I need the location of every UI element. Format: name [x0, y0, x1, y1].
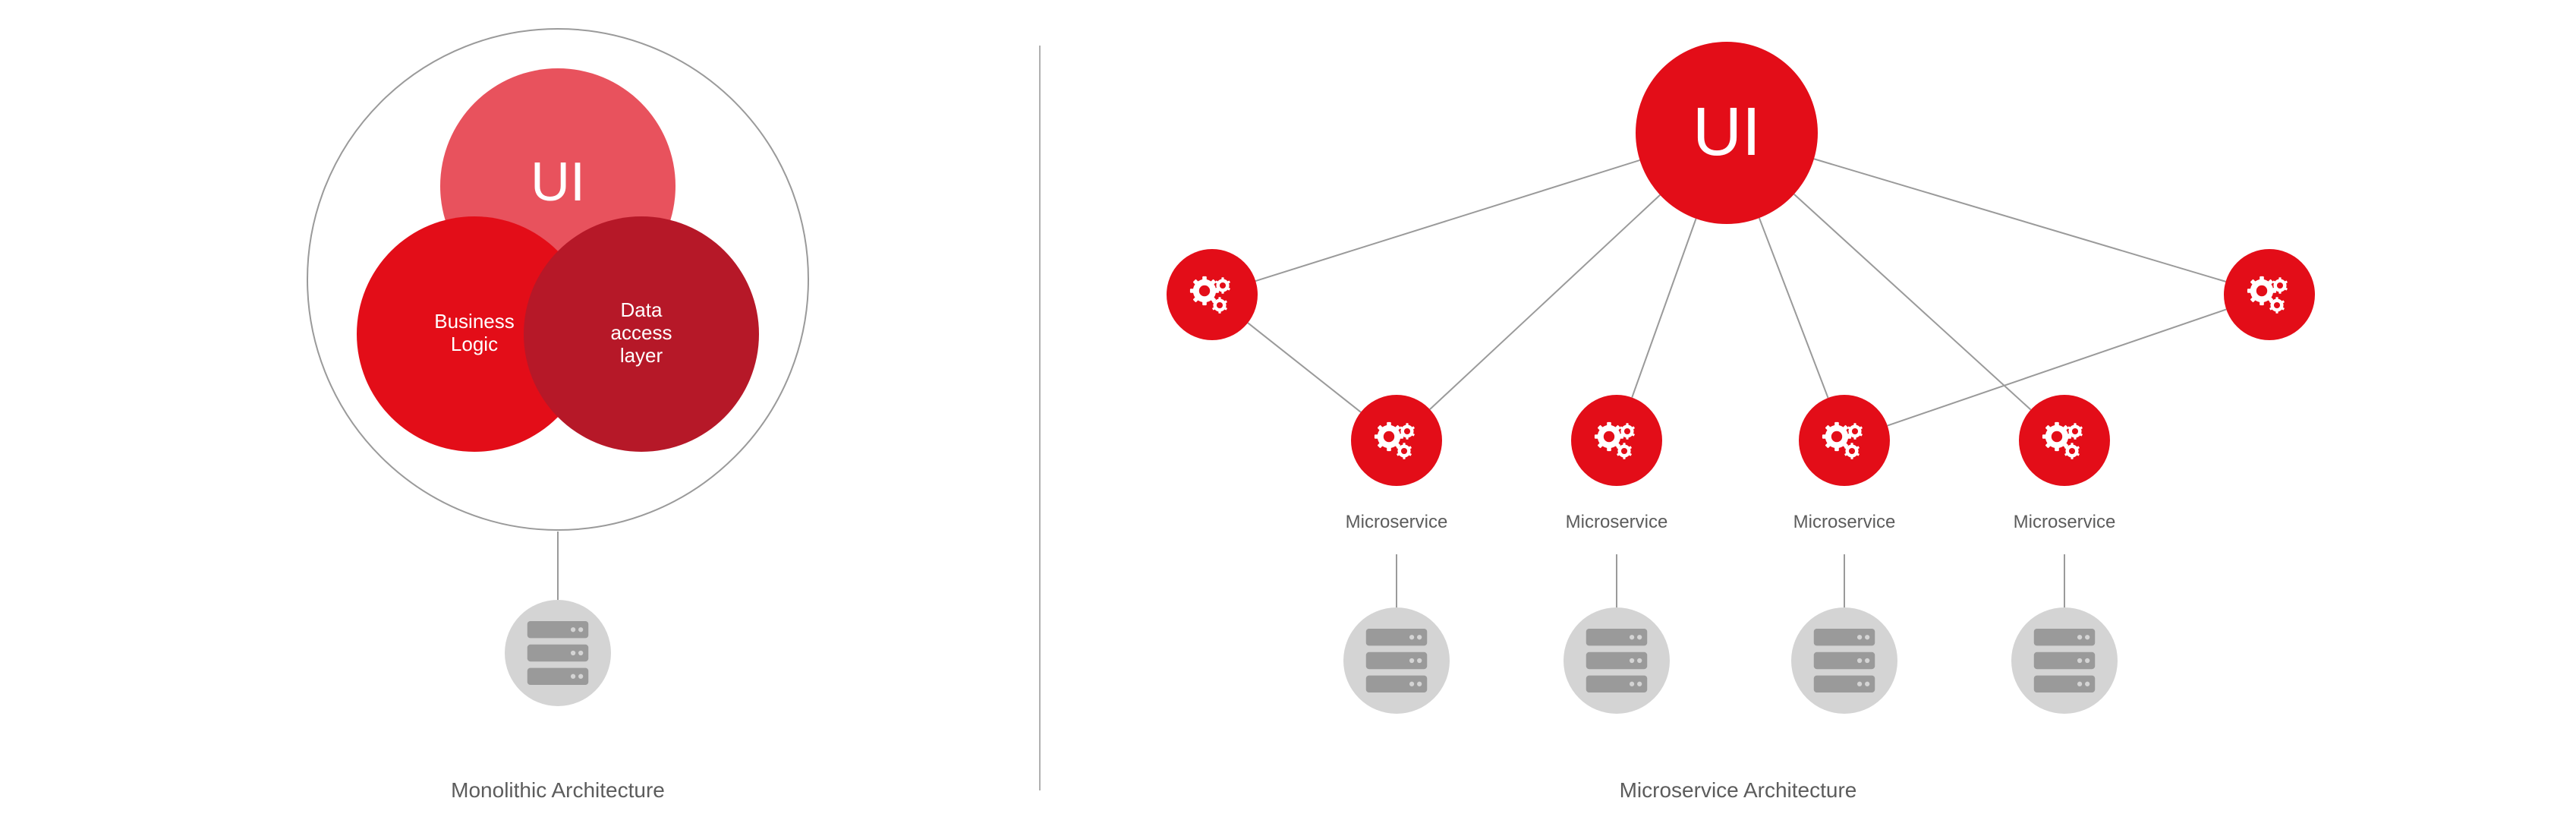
database-icon [2011, 607, 2118, 714]
database-icon [1564, 607, 1670, 714]
microservice-label-m3: Microservice [1793, 512, 1896, 532]
microservice-node-m_right [2224, 249, 2315, 340]
monolith-panel: UIBusinessLogicDataaccesslayerMonolithic… [307, 29, 808, 802]
architecture-comparison-diagram: UIBusinessLogicDataaccesslayerMonolithic… [0, 0, 2576, 836]
microservice-node-m4: Microservice [2011, 395, 2118, 714]
edge-ui-m1 [1430, 195, 1660, 409]
edge-ui-m_right [1814, 159, 2225, 282]
monolith-caption: Monolithic Architecture [451, 778, 665, 802]
microservice-ui-hub: UI [1636, 42, 1818, 224]
database-icon [505, 600, 611, 706]
edge-m_left-m1 [1248, 323, 1361, 412]
edge-ui-m4 [1794, 194, 2031, 410]
microservice-label-m2: Microservice [1566, 512, 1668, 532]
database-icon [1791, 607, 1897, 714]
microservice-node-m2: Microservice [1564, 395, 1670, 714]
microservice-caption: Microservice Architecture [1620, 778, 1857, 802]
database-icon [1343, 607, 1450, 714]
edge-ui-m3 [1759, 218, 1828, 398]
monolith-layer-ui-label: UI [531, 152, 585, 213]
microservice-label-m4: Microservice [2014, 512, 2116, 532]
microservice-node-m3: Microservice [1791, 395, 1897, 714]
microservice-node-m1: Microservice [1343, 395, 1450, 714]
microservice-node-m_left [1167, 249, 1258, 340]
edge-ui-m2 [1632, 219, 1696, 398]
edge-ui-m_left [1255, 160, 1639, 281]
monolith-layer-data: Dataaccesslayer [524, 216, 759, 452]
microservice-ui-label: UI [1693, 94, 1761, 170]
microservices-panel: UI Microservice Microservice Microservice Mi… [1167, 42, 2315, 802]
microservice-label-m1: Microservice [1346, 512, 1448, 532]
